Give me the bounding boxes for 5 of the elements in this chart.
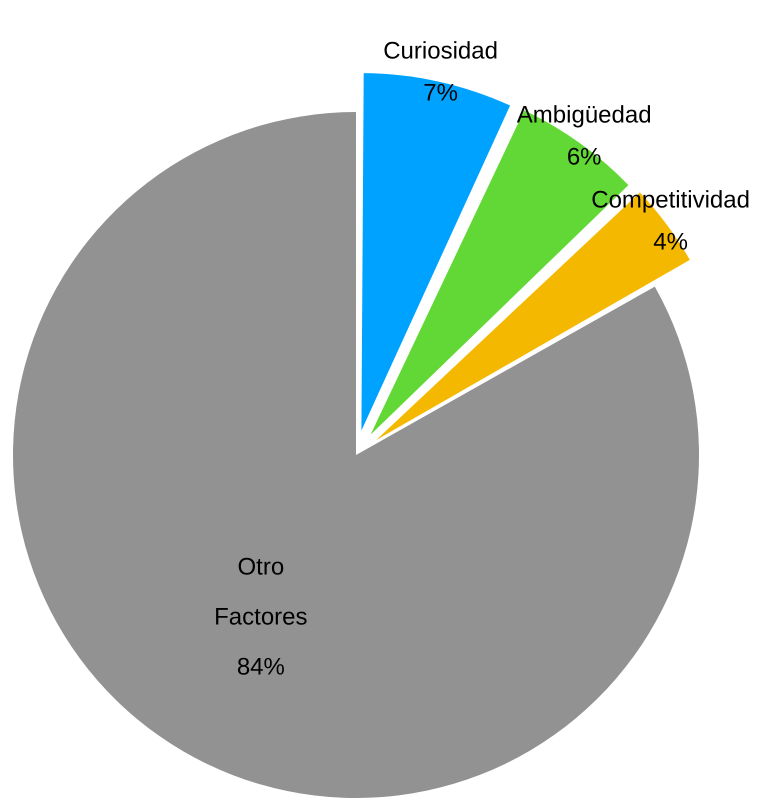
data-label: 7%	[423, 79, 458, 106]
data-label: 6%	[566, 143, 602, 170]
slice-label: Otro Factores	[214, 554, 308, 631]
data-label: 84%	[236, 654, 285, 681]
slice-label: Curiosidad	[383, 37, 498, 64]
